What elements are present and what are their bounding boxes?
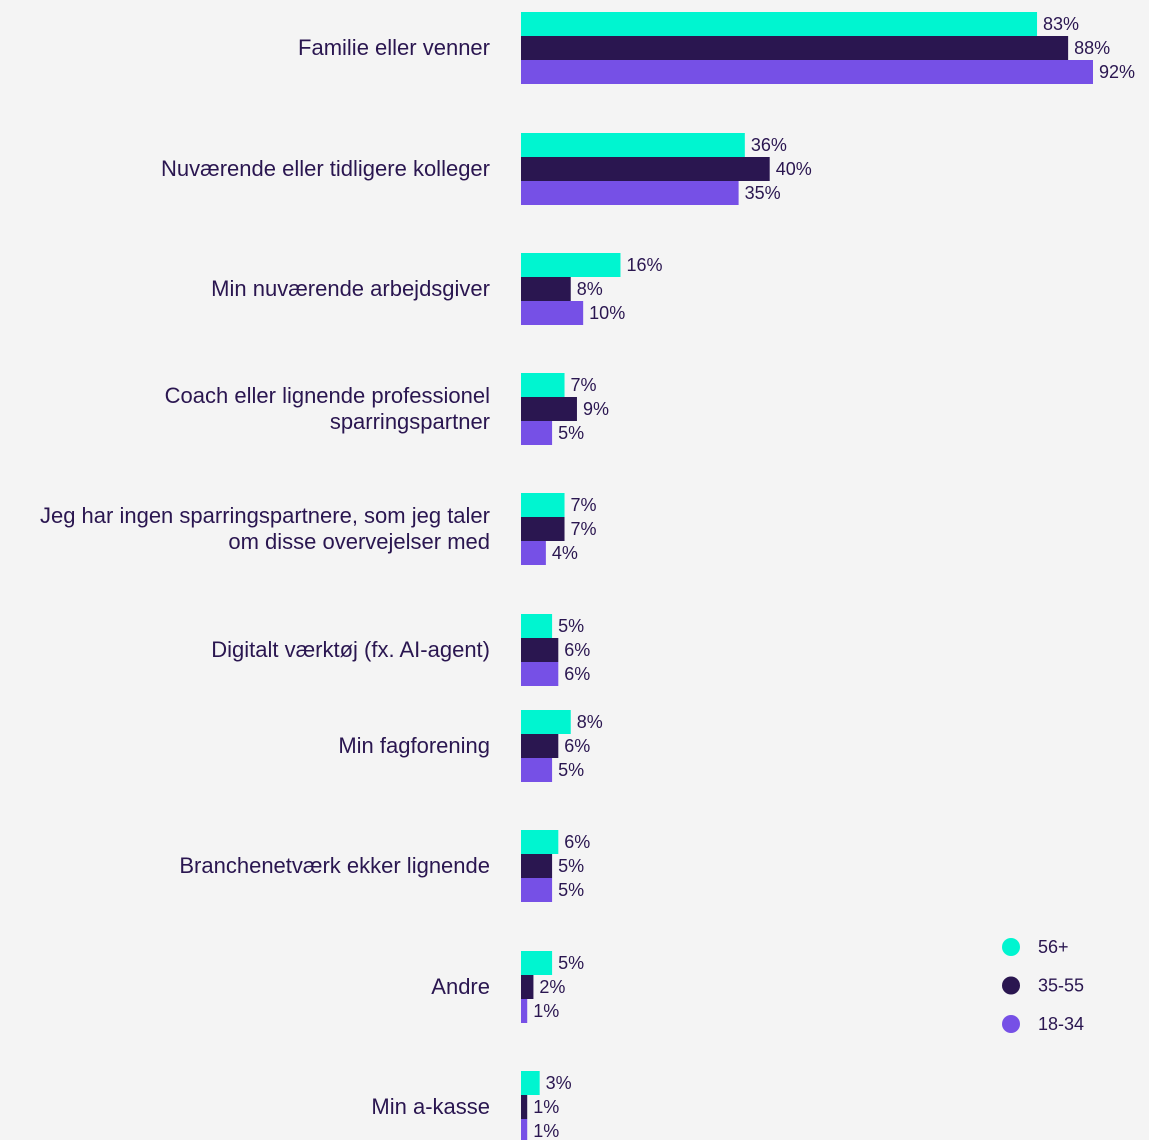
bar — [521, 12, 1038, 36]
bar — [521, 1119, 528, 1140]
value-label: 16% — [626, 255, 662, 275]
category-label: Nuværende eller tidligere kolleger — [161, 156, 490, 181]
value-label: 1% — [533, 1097, 559, 1117]
value-label: 9% — [583, 399, 609, 419]
category-label: Min nuværende arbejdsgiver — [211, 276, 490, 301]
category-label: Digitalt værktøj (fx. AI-agent) — [211, 637, 490, 662]
bar — [521, 1095, 528, 1119]
bar — [521, 133, 745, 157]
value-label: 40% — [776, 159, 812, 179]
bar — [521, 373, 565, 397]
value-label: 5% — [558, 856, 584, 876]
bar — [521, 614, 553, 638]
category-label: Familie eller venner — [298, 35, 490, 60]
bar — [521, 541, 546, 565]
bar — [521, 301, 584, 325]
value-label: 83% — [1043, 14, 1079, 34]
value-label: 1% — [533, 1001, 559, 1021]
bar — [521, 60, 1093, 84]
legend-marker — [1002, 938, 1020, 956]
value-label: 88% — [1074, 38, 1110, 58]
value-label: 6% — [564, 664, 590, 684]
value-label: 5% — [558, 953, 584, 973]
bar — [521, 253, 621, 277]
legend-marker — [1002, 1015, 1020, 1033]
bar — [521, 734, 559, 758]
value-label: 5% — [558, 880, 584, 900]
value-label: 8% — [577, 712, 603, 732]
bar — [521, 181, 739, 205]
value-label: 7% — [571, 375, 597, 395]
legend-label: 18-34 — [1038, 1014, 1084, 1034]
bar — [521, 758, 553, 782]
category-label: Coach eller lignende professionel sparri… — [164, 383, 490, 434]
legend-label: 56+ — [1038, 937, 1069, 957]
bar — [521, 397, 577, 421]
bar — [521, 830, 559, 854]
bar — [521, 999, 528, 1023]
value-label: 36% — [751, 135, 787, 155]
bar — [521, 277, 571, 301]
value-label: 5% — [558, 423, 584, 443]
bar — [521, 493, 565, 517]
bar — [521, 1071, 540, 1095]
legend-label: 35-55 — [1038, 975, 1084, 995]
value-label: 6% — [564, 640, 590, 660]
legend-marker — [1002, 976, 1020, 995]
value-label: 8% — [577, 279, 603, 299]
bar — [521, 662, 559, 686]
value-label: 4% — [552, 543, 578, 563]
value-label: 6% — [564, 832, 590, 852]
value-label: 35% — [745, 183, 781, 203]
category-label: Min fagforening — [338, 733, 490, 758]
value-label: 6% — [564, 736, 590, 756]
bar — [521, 878, 553, 902]
bar — [521, 710, 571, 734]
value-label: 1% — [533, 1121, 559, 1140]
bar — [521, 421, 553, 445]
category-label: Min a-kasse — [371, 1094, 490, 1119]
bar — [521, 975, 534, 999]
value-label: 5% — [558, 760, 584, 780]
bar — [521, 638, 559, 662]
value-label: 5% — [558, 616, 584, 636]
value-label: 2% — [539, 977, 565, 997]
category-label: Andre — [431, 974, 490, 999]
category-label: Jeg har ingen sparringspartnere, som jeg… — [39, 503, 490, 554]
value-label: 10% — [589, 303, 625, 323]
bar — [521, 36, 1069, 60]
bar — [521, 854, 553, 878]
bar — [521, 951, 553, 975]
value-label: 3% — [546, 1073, 572, 1093]
category-label: Branchenetværk ekker lignende — [179, 853, 490, 878]
bar — [521, 517, 565, 541]
value-label: 7% — [571, 519, 597, 539]
bar — [521, 157, 770, 181]
value-label: 7% — [571, 495, 597, 515]
value-label: 92% — [1099, 62, 1135, 82]
